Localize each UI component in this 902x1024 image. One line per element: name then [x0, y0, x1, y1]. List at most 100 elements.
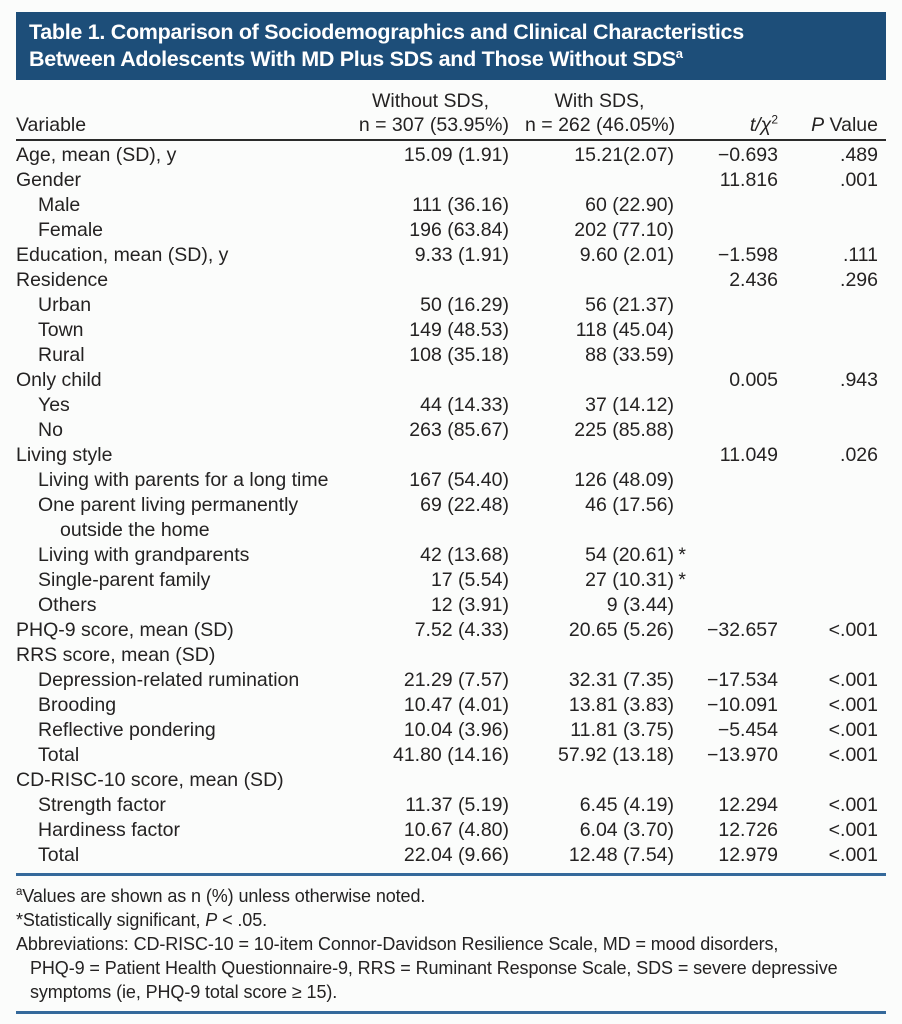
footnote-abbreviations-line2: PHQ-9 = Patient Health Questionnaire-9, …	[30, 958, 838, 978]
value-p: .489	[840, 144, 878, 166]
value-statistic: 11.049	[719, 444, 778, 466]
value-p: .943	[840, 369, 878, 391]
table-bottom-rule	[16, 873, 886, 876]
table-row: Gender 11.816 .001	[16, 168, 886, 193]
row-label: Single-parent family	[38, 569, 211, 591]
value-p: <.001	[828, 619, 878, 641]
table-row: Brooding 10.47 (4.01) 13.81 (3.83) −10.091 <…	[16, 693, 886, 718]
value-statistic	[690, 593, 790, 618]
value-with-sds: 13.81 (3.83)	[568, 694, 674, 716]
value-with-sds: 11.81 (3.75)	[570, 719, 674, 741]
value-statistic	[690, 568, 790, 593]
value-without-sds: 9.33 (1.91)	[414, 244, 509, 266]
value-with-sds: 12.48 (7.54)	[568, 844, 674, 866]
table-title-line1: Table 1. Comparison of Sociodemographics…	[29, 20, 744, 44]
value-without-sds: 10.04 (3.96)	[403, 719, 509, 741]
table-row: One parent living permanently 69 (22.48) 4…	[16, 493, 886, 518]
table-row: Total 22.04 (9.66) 12.48 (7.54) 12.979 <.001	[16, 843, 886, 868]
table-row: Total 41.80 (14.16) 57.92 (13.18) −13.970 <.…	[16, 743, 886, 768]
value-statistic	[690, 293, 790, 318]
value-with-sds: 57.92 (13.18)	[557, 744, 674, 766]
value-statistic	[690, 643, 790, 668]
value-without-sds: 149 (48.53)	[409, 319, 509, 341]
row-label: outside the home	[60, 519, 210, 541]
value-without-sds	[352, 768, 525, 793]
row-label: Living with parents for a long time	[38, 469, 329, 491]
row-label: Living with grandparents	[38, 544, 250, 566]
value-p	[790, 343, 886, 368]
row-label: Education, mean (SD), y	[16, 244, 229, 266]
row-label: Male	[38, 194, 81, 216]
table-row: Others 12 (3.91) 9 (3.44)	[16, 593, 886, 618]
value-p: .001	[840, 169, 878, 191]
value-p	[790, 518, 886, 543]
value-p	[790, 643, 886, 668]
value-p: <.001	[828, 819, 878, 841]
column-header-without-sds-line1: Without SDS,	[371, 90, 490, 112]
row-label: Brooding	[38, 694, 117, 716]
value-with-sds	[525, 268, 690, 293]
row-label: Yes	[38, 394, 70, 416]
value-statistic	[690, 393, 790, 418]
row-label: CD-RISC-10 score, mean (SD)	[16, 769, 284, 791]
value-without-sds: 21.29 (7.57)	[403, 669, 509, 691]
value-p: .111	[842, 244, 878, 266]
value-p	[790, 543, 886, 568]
table-row: Only child 0.005 .943	[16, 368, 886, 393]
value-p	[790, 318, 886, 343]
row-label: Female	[38, 219, 104, 241]
value-without-sds: 50 (16.29)	[420, 294, 509, 316]
table-row: Living with parents for a long time 167 (…	[16, 468, 886, 493]
value-p	[790, 418, 886, 443]
value-with-sds	[525, 643, 690, 668]
row-label: Depression-related rumination	[38, 669, 300, 691]
table-row: PHQ-9 score, mean (SD) 7.52 (4.33) 20.65 (…	[16, 618, 886, 643]
value-statistic: 12.294	[718, 794, 778, 816]
value-with-sds: 88 (33.59)	[585, 344, 674, 366]
footnote-significance-p: P	[205, 910, 218, 930]
value-statistic: 0.005	[729, 369, 778, 391]
value-statistic: −10.091	[706, 694, 778, 716]
row-label: Reflective pondering	[38, 719, 216, 741]
table-row: CD-RISC-10 score, mean (SD)	[16, 768, 886, 793]
value-with-sds: 6.04 (3.70)	[579, 819, 674, 841]
value-p: .296	[840, 269, 878, 291]
row-label: Town	[38, 319, 84, 341]
value-without-sds: 108 (35.18)	[409, 344, 509, 366]
row-label: Only child	[16, 369, 102, 391]
value-with-sds: 202 (77.10)	[574, 219, 674, 241]
value-p	[790, 293, 886, 318]
value-without-sds: 44 (14.33)	[420, 394, 509, 416]
value-statistic	[690, 493, 790, 518]
value-p: <.001	[828, 694, 878, 716]
footnotes: aValues are shown as n (%) unless otherw…	[16, 884, 886, 1004]
footnote-a-text: Values are shown as n (%) unless otherwi…	[22, 886, 426, 906]
value-statistic: −5.454	[717, 719, 778, 741]
value-without-sds: 111 (36.16)	[412, 194, 509, 216]
table-body: Age, mean (SD), y 15.09 (1.91) 15.21(2.07)…	[16, 143, 886, 868]
value-statistic: −32.657	[706, 619, 778, 641]
footnote-significance-pre: *Statistically significant,	[16, 910, 206, 930]
value-statistic	[690, 343, 790, 368]
table-title-line2: Between Adolescents With MD Plus SDS and…	[29, 46, 876, 73]
value-without-sds: 42 (13.68)	[420, 544, 509, 566]
value-statistic: 12.726	[718, 819, 778, 841]
column-header-with-sds-line1: With SDS,	[554, 90, 645, 112]
value-statistic	[690, 318, 790, 343]
value-with-sds: 9 (3.44)	[606, 594, 674, 616]
value-statistic: 11.816	[719, 169, 778, 191]
row-label: Total	[38, 744, 80, 766]
footnote-values-note: aValues are shown as n (%) unless otherw…	[16, 884, 886, 908]
value-p	[790, 768, 886, 793]
value-p: <.001	[828, 744, 878, 766]
row-label: Residence	[16, 269, 109, 291]
column-header-p-rest: Value	[824, 114, 878, 136]
table-row: Female 196 (63.84) 202 (77.10)	[16, 218, 886, 243]
value-without-sds: 263 (85.67)	[409, 419, 509, 441]
column-header-row: Variable Without SDS, n = 307 (53.95%) W…	[16, 89, 886, 137]
value-p: <.001	[828, 794, 878, 816]
column-header-with-sds: With SDS, n = 262 (46.05%)	[525, 89, 690, 137]
footnote-a-marker: a	[16, 886, 23, 898]
value-statistic	[690, 218, 790, 243]
value-statistic: −0.693	[717, 144, 778, 166]
